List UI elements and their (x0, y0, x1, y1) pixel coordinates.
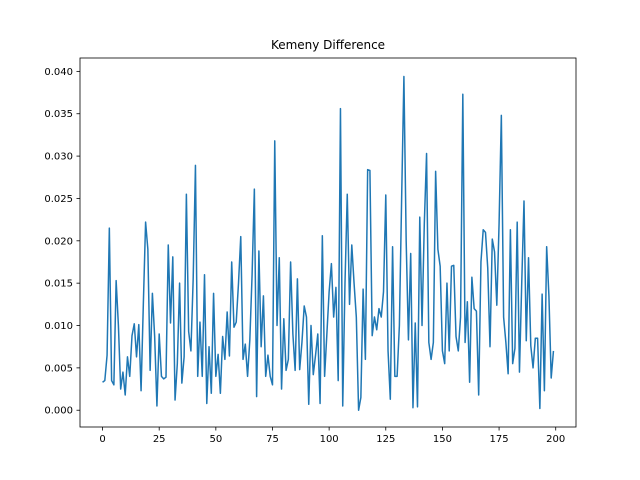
chart-title: Kemeny Difference (271, 38, 385, 52)
x-tick-label: 200 (546, 434, 565, 445)
y-tick-label: 0.015 (44, 279, 73, 290)
x-tick-label: 50 (209, 434, 222, 445)
x-tick-label: 100 (320, 434, 339, 445)
axes-frame (79, 57, 577, 428)
y-tick-label: 0.040 (44, 67, 73, 78)
y-tick-label: 0.000 (44, 406, 73, 417)
x-tick-label: 0 (99, 434, 105, 445)
y-tick-label: 0.030 (44, 152, 73, 163)
y-tick-label: 0.010 (44, 321, 73, 332)
y-tick-label: 0.005 (44, 363, 73, 374)
x-tick-label: 150 (433, 434, 452, 445)
x-tick-label: 175 (490, 434, 509, 445)
x-tick-label: 75 (266, 434, 279, 445)
y-tick-label: 0.025 (44, 194, 73, 205)
plot-area (102, 75, 555, 411)
x-tick-label: 125 (376, 434, 395, 445)
y-tick-label: 0.020 (44, 236, 73, 247)
y-tick-label: 0.035 (44, 109, 73, 120)
y-axis: 0.000 0.005 0.010 0.015 0.020 0.025 0.030 0.035… (44, 67, 80, 417)
x-tick-label: 25 (153, 434, 166, 445)
x-axis: 0 25 50 75 100 125 150 175 200 (99, 427, 565, 445)
series-line (102, 75, 555, 411)
